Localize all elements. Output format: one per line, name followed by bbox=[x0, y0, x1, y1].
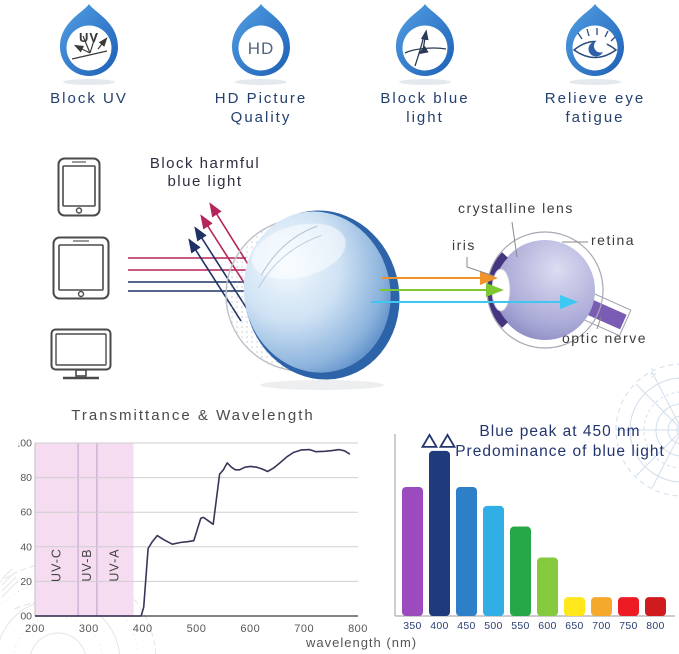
feature-block-blue-light: Block blue light bbox=[340, 2, 510, 128]
feature-label: Block UV bbox=[50, 90, 128, 107]
svg-text:350: 350 bbox=[403, 620, 421, 632]
svg-text:60: 60 bbox=[20, 507, 32, 519]
feature-hd-quality: HD HD Picture Quality bbox=[176, 2, 346, 128]
block-harmful-label: Block harmful blue light bbox=[149, 155, 261, 191]
iris-label: iris bbox=[452, 237, 476, 253]
wavelength-axis-label: wavelength (nm) bbox=[306, 635, 418, 650]
svg-text:100: 100 bbox=[18, 438, 32, 450]
svg-text:UV-C: UV-C bbox=[50, 548, 64, 582]
svg-text:600: 600 bbox=[240, 623, 260, 635]
transmittance-plot: 00 20 40 60 80 100 200 300 400 500 600 700 800 UV-C UV… bbox=[18, 438, 368, 636]
smartphone-icon bbox=[57, 157, 101, 217]
svg-text:300: 300 bbox=[79, 623, 99, 635]
svg-text:80: 80 bbox=[20, 472, 32, 484]
crystalline-lens-label: crystalline lens bbox=[458, 200, 574, 216]
svg-text:UV: UV bbox=[79, 30, 99, 45]
svg-text:800: 800 bbox=[646, 620, 664, 632]
predominance-annotation: Predominance of blue light bbox=[455, 443, 665, 460]
svg-text:700: 700 bbox=[294, 623, 314, 635]
svg-text:800: 800 bbox=[348, 623, 368, 635]
transmittance-chart: Transmittance & Wavelength 00 20 40 60 80 100… bbox=[18, 407, 416, 654]
svg-text:400: 400 bbox=[133, 623, 153, 635]
svg-text:600: 600 bbox=[538, 620, 556, 632]
feature-label: HD Picture Quality bbox=[214, 90, 308, 126]
svg-text:500: 500 bbox=[484, 620, 502, 632]
feature-label: Relieve eye fatigue bbox=[544, 90, 646, 126]
tablet-icon bbox=[52, 236, 110, 300]
feature-relieve-fatigue: Relieve eye fatigue bbox=[510, 2, 679, 128]
svg-text:20: 20 bbox=[20, 576, 32, 588]
svg-text:700: 700 bbox=[592, 620, 610, 632]
blue-peak-annotation: Blue peak at 450 nm bbox=[479, 423, 641, 440]
svg-text:400: 400 bbox=[430, 620, 448, 632]
svg-text:200: 200 bbox=[25, 623, 45, 635]
deflect-rays-icon bbox=[396, 4, 454, 85]
feature-block-uv: UV Block UV bbox=[4, 2, 174, 109]
optics-diagram bbox=[128, 202, 632, 390]
spectrum-bar-chart: 350 400 450 500 550 600 650 700 750 800 Blue peak… bbox=[383, 418, 679, 654]
svg-text:450: 450 bbox=[457, 620, 475, 632]
blue-lens bbox=[243, 210, 400, 380]
eye-icon bbox=[566, 4, 624, 85]
svg-text:40: 40 bbox=[20, 541, 32, 553]
svg-text:HD: HD bbox=[248, 39, 275, 58]
svg-text:UV-B: UV-B bbox=[80, 548, 94, 581]
eyeball bbox=[495, 240, 595, 340]
svg-text:650: 650 bbox=[565, 620, 583, 632]
feature-label: Block blue light bbox=[380, 90, 470, 126]
monitor-icon bbox=[50, 328, 112, 380]
optic-nerve-label: optic nerve bbox=[562, 330, 647, 346]
chart-title: Transmittance & Wavelength bbox=[71, 407, 315, 424]
svg-text:00: 00 bbox=[20, 611, 32, 623]
hd-icon: HD bbox=[232, 4, 290, 85]
retina-label: retina bbox=[591, 232, 636, 248]
svg-text:500: 500 bbox=[187, 623, 207, 635]
uv-shield-icon: UV bbox=[60, 4, 118, 85]
svg-text:750: 750 bbox=[619, 620, 637, 632]
svg-text:550: 550 bbox=[511, 620, 529, 632]
spectrum-plot: 350 400 450 500 550 600 650 700 750 800 bbox=[394, 433, 675, 632]
svg-text:UV-A: UV-A bbox=[108, 548, 122, 581]
